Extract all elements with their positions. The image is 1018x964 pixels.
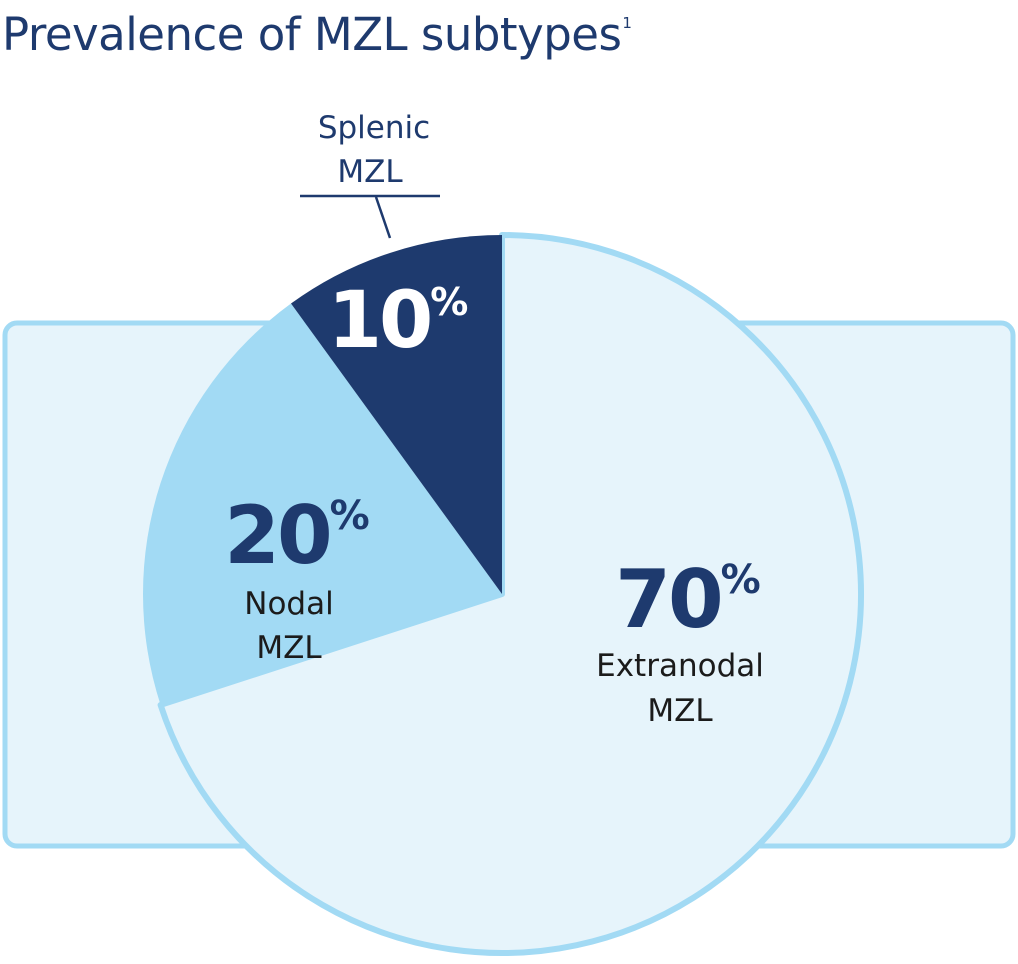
label-extranodal-line1: Extranodal	[596, 648, 764, 684]
value-extranodal-number: 70	[615, 553, 720, 646]
value-extranodal: 70%	[615, 553, 760, 646]
label-extranodal-line2: MZL	[647, 693, 713, 729]
value-nodal-unit: %	[330, 493, 370, 539]
value-splenic-number: 10	[328, 276, 431, 366]
chart-title-text: Prevalence of MZL subtypes	[2, 8, 622, 61]
title-reference: 1	[622, 14, 632, 32]
label-nodal-line2: MZL	[256, 630, 322, 666]
value-extranodal-unit: %	[721, 557, 761, 603]
label-splenic-line2: MZL	[337, 154, 403, 190]
splenic-callout-leader	[374, 196, 392, 239]
label-nodal-line1: Nodal	[244, 586, 333, 622]
value-nodal-number: 20	[224, 489, 329, 582]
value-splenic-unit: %	[430, 280, 468, 324]
slice-splenic	[290, 235, 502, 594]
value-splenic: 10%	[328, 276, 469, 366]
slice-extranodal	[157, 232, 864, 956]
slice-nodal	[142, 303, 502, 705]
chart-title: Prevalence of MZL subtypes1	[2, 8, 632, 61]
pie-slices	[142, 232, 864, 956]
label-splenic-line1: Splenic	[318, 110, 430, 146]
value-nodal: 20%	[224, 489, 369, 582]
